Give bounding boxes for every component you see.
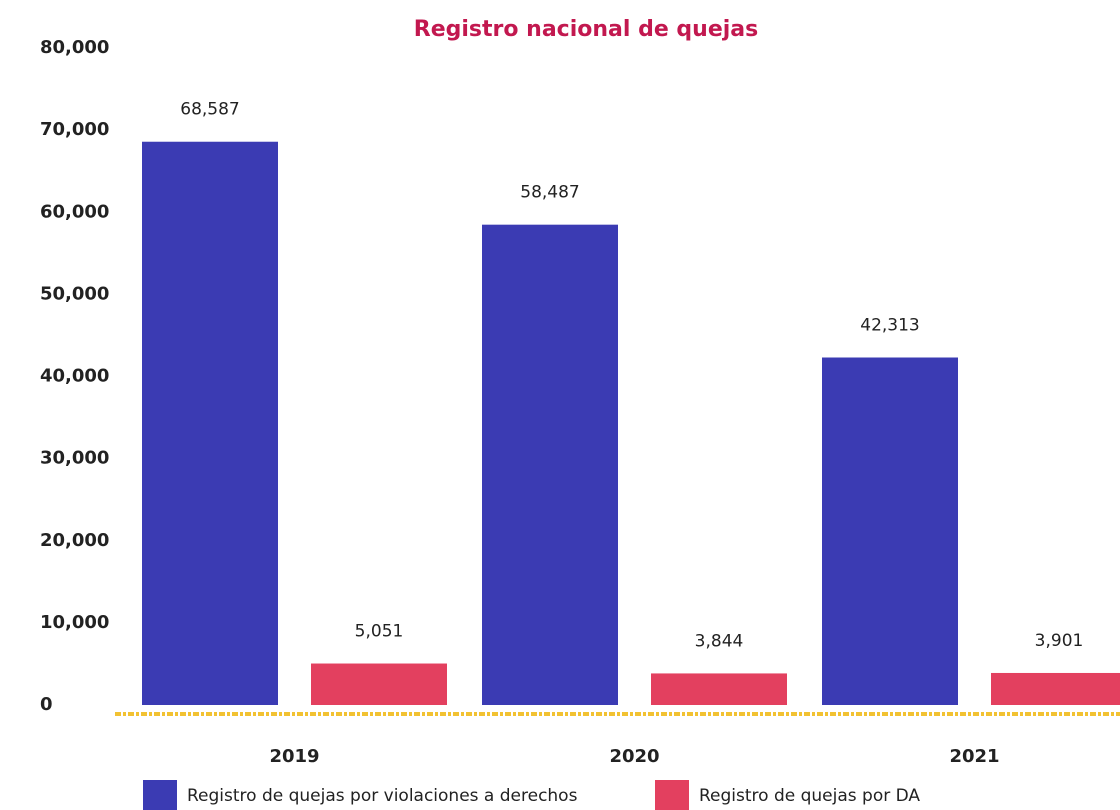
data-label: 3,844 bbox=[695, 631, 744, 651]
x-tick-label: 2019 bbox=[269, 746, 319, 767]
y-tick-label: 0 bbox=[40, 694, 53, 715]
data-label: 5,051 bbox=[355, 622, 404, 642]
legend-swatch bbox=[655, 780, 689, 810]
bar bbox=[651, 673, 787, 705]
x-tick-label: 2021 bbox=[949, 746, 999, 767]
bar bbox=[822, 357, 958, 705]
bar bbox=[142, 141, 278, 706]
y-tick-label: 30,000 bbox=[40, 448, 109, 469]
bar bbox=[482, 224, 618, 705]
y-tick-label: 20,000 bbox=[40, 530, 109, 551]
legend-swatch bbox=[143, 780, 177, 810]
legend-label: Registro de quejas por DA bbox=[699, 786, 920, 806]
chart-title: Registro nacional de quejas bbox=[414, 17, 758, 42]
bar bbox=[311, 663, 447, 705]
data-label: 42,313 bbox=[860, 316, 919, 336]
bar bbox=[991, 672, 1120, 705]
x-tick-label: 2020 bbox=[609, 746, 659, 767]
y-tick-label: 50,000 bbox=[40, 283, 109, 304]
legend-label: Registro de quejas por violaciones a der… bbox=[187, 786, 578, 806]
y-tick-label: 70,000 bbox=[40, 119, 109, 140]
data-label: 58,487 bbox=[520, 183, 579, 203]
y-tick-label: 40,000 bbox=[40, 366, 109, 387]
data-label: 68,587 bbox=[180, 100, 239, 120]
y-tick-label: 10,000 bbox=[40, 612, 109, 633]
data-label: 3,901 bbox=[1035, 631, 1084, 651]
y-tick-label: 80,000 bbox=[40, 37, 109, 58]
y-tick-label: 60,000 bbox=[40, 201, 109, 222]
